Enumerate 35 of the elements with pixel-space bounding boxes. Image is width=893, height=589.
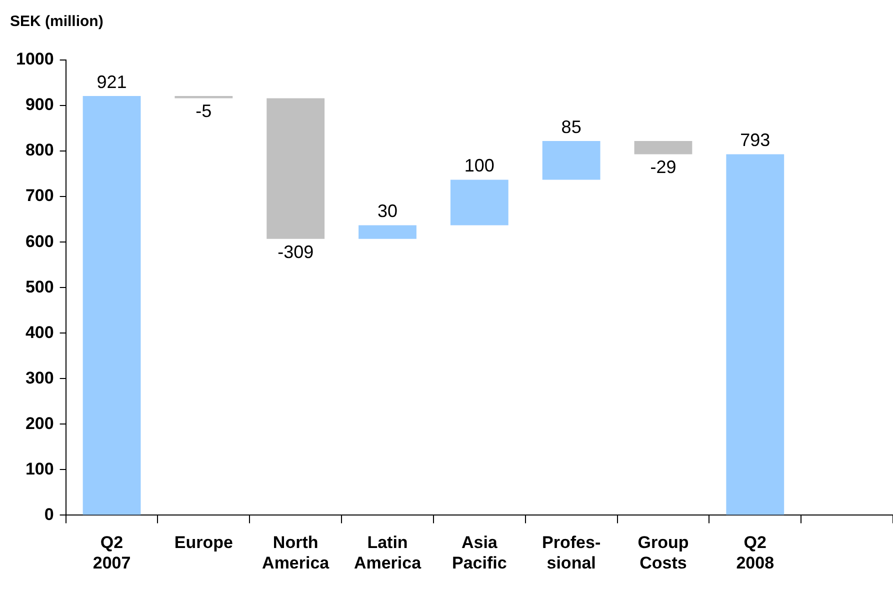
bar	[542, 141, 600, 180]
y-tick-label: 300	[25, 368, 54, 388]
x-tick-label: Latin America	[354, 533, 422, 572]
x-tick-label: Q2 2008	[736, 533, 774, 572]
x-tick-label: Europe	[174, 533, 233, 552]
y-tick-label: 100	[25, 459, 54, 478]
bar	[634, 141, 692, 154]
x-tick-label: Asia Pacific	[452, 533, 507, 572]
y-tick-label: 800	[25, 140, 54, 160]
y-tick-label: 500	[25, 277, 54, 296]
y-tick-label: 900	[25, 95, 54, 114]
bar	[266, 98, 325, 239]
data-label: -309	[278, 242, 314, 262]
bar	[450, 180, 508, 226]
y-tick-label: 600	[25, 232, 54, 251]
y-tick-label: 1000	[16, 50, 54, 69]
y-axis-title: SEK (million)	[10, 13, 104, 30]
data-label: 100	[464, 156, 494, 176]
bar	[726, 154, 784, 515]
x-tick-label: Profes- sional	[542, 533, 601, 572]
x-tick-label: Group Costs	[638, 533, 689, 572]
data-label: -29	[650, 157, 676, 178]
data-label: 793	[740, 130, 770, 150]
data-label: -5	[196, 101, 212, 122]
y-tick-label: 700	[25, 186, 54, 206]
bar	[82, 96, 141, 515]
bar	[358, 225, 416, 239]
y-tick-label: 0	[44, 504, 54, 524]
data-label: 921	[96, 72, 127, 92]
x-tick-label: Q2 2007	[92, 533, 131, 572]
data-label: 30	[377, 201, 398, 222]
y-tick-label: 400	[25, 322, 54, 342]
data-label: 85	[561, 116, 582, 137]
x-tick-label: North America	[262, 533, 330, 572]
y-tick-label: 200	[25, 414, 54, 433]
